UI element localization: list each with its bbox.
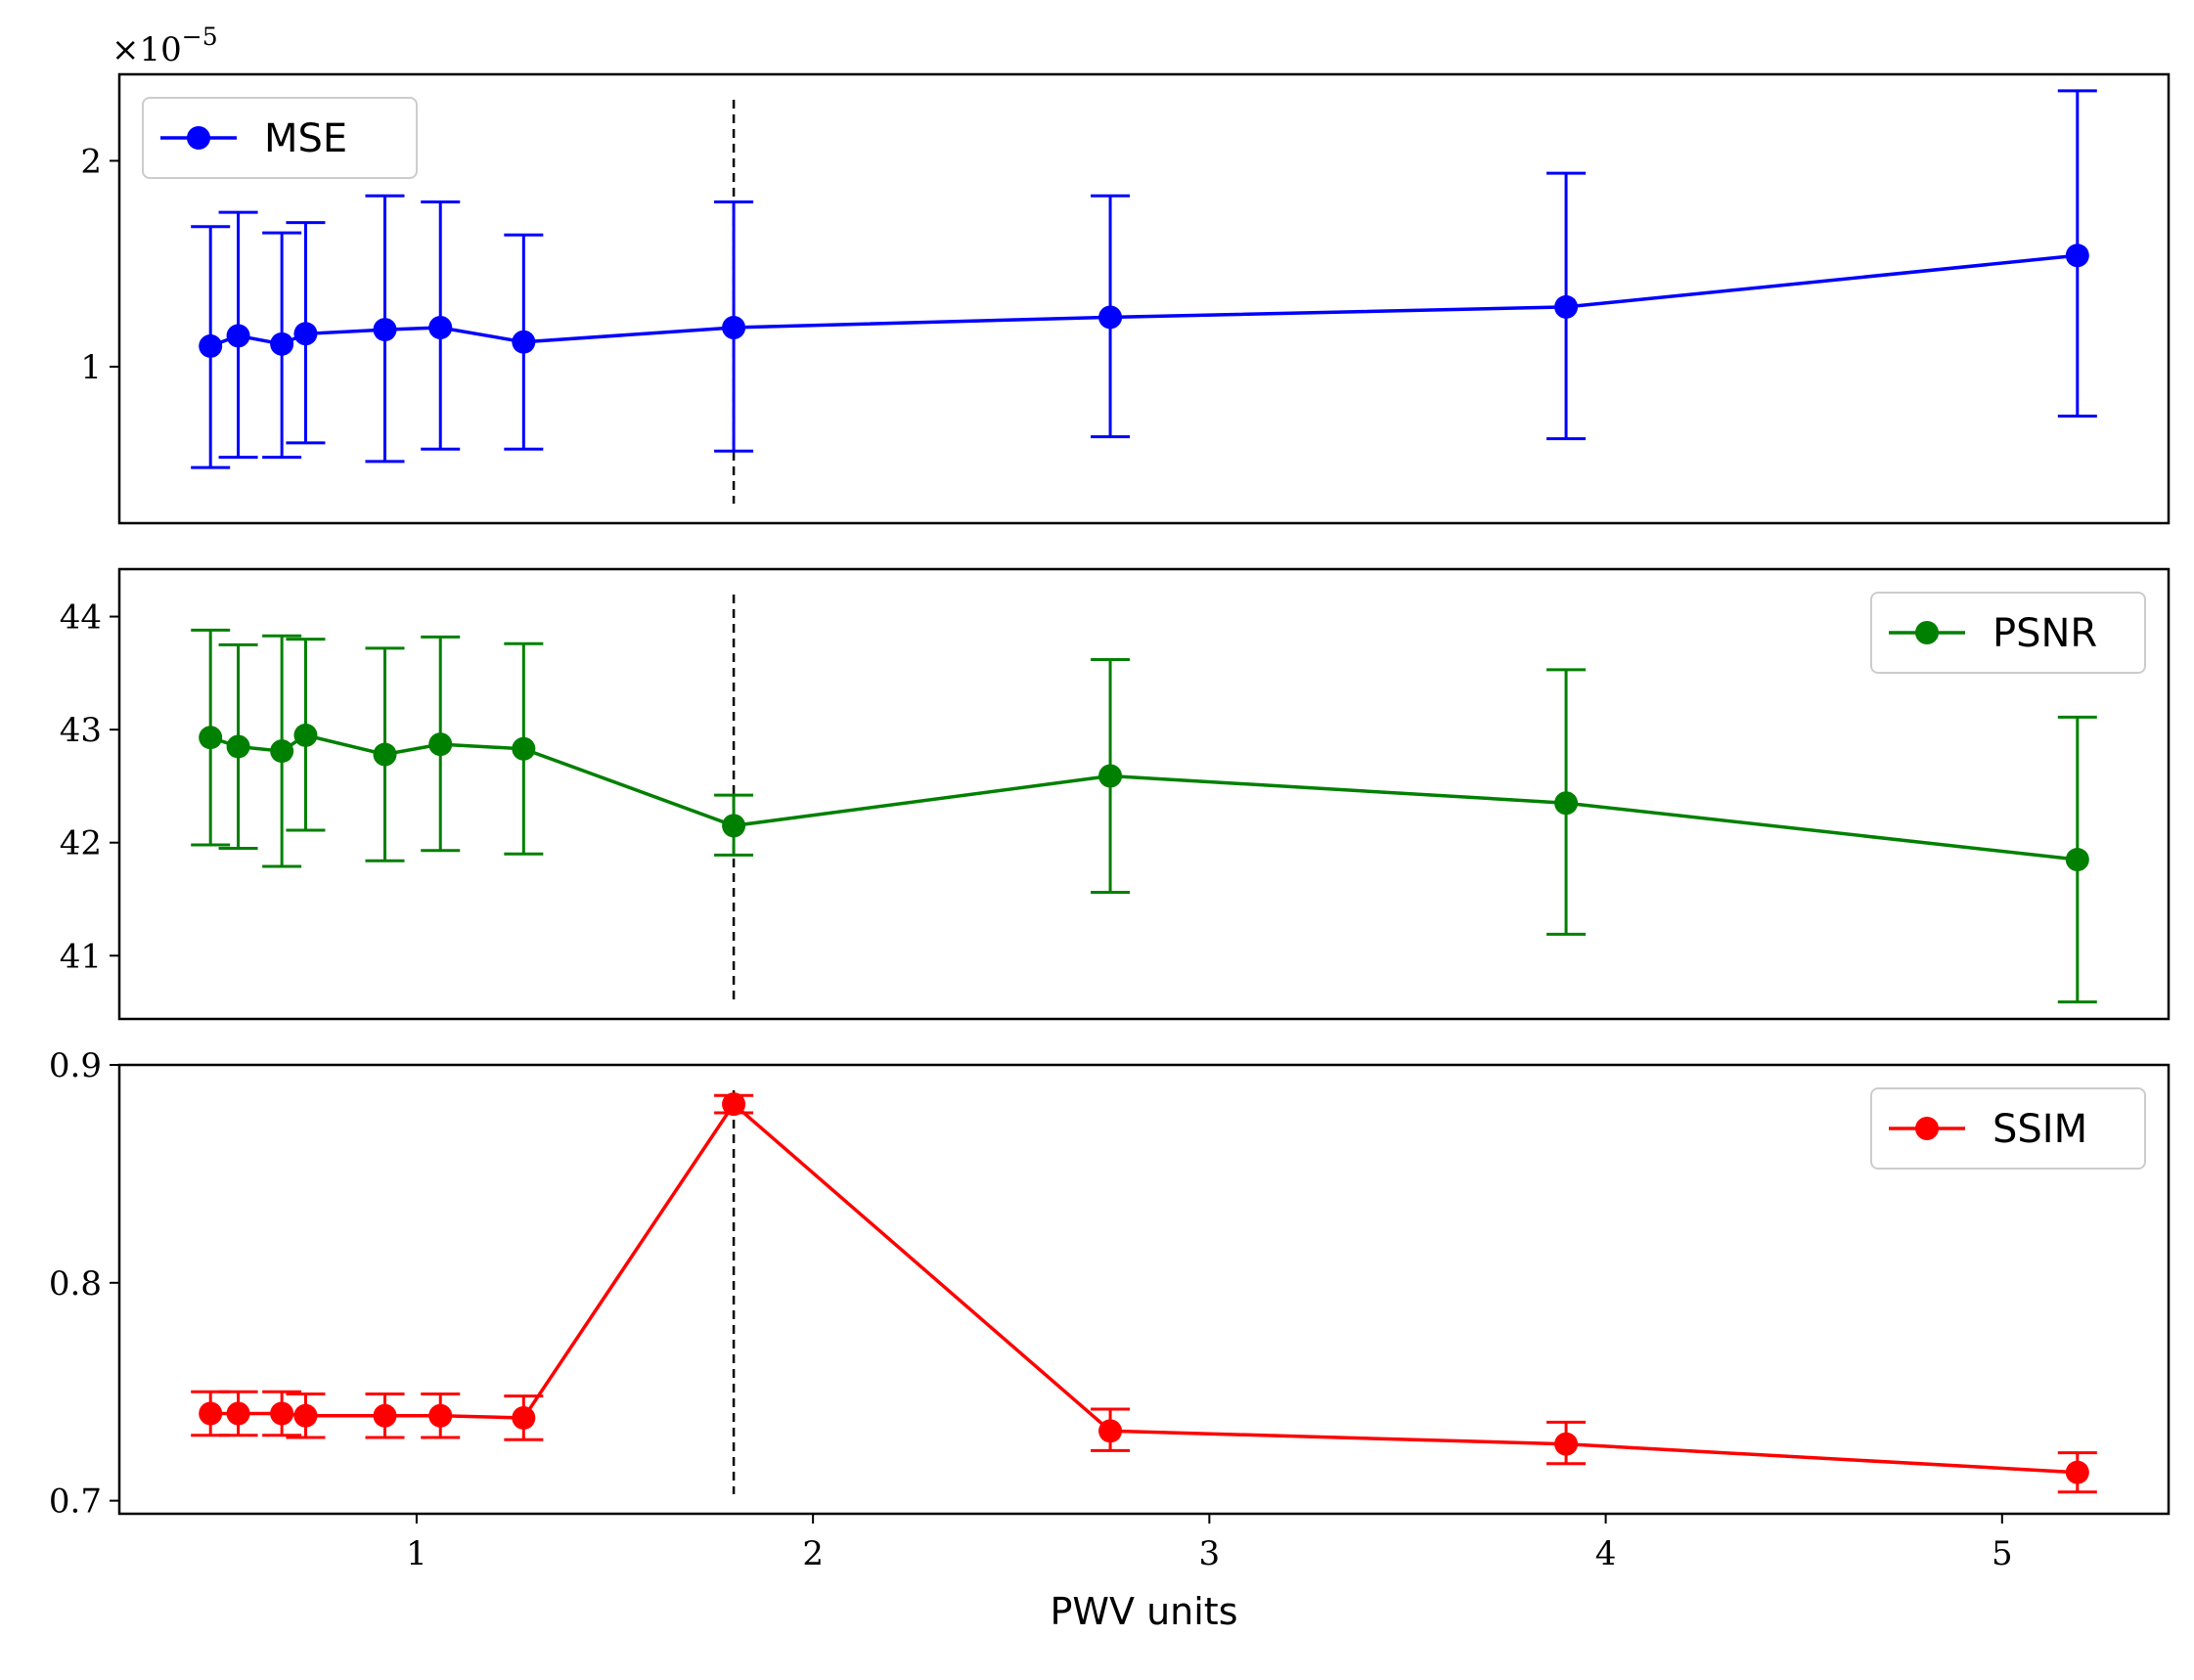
y-tick-label: 42	[60, 824, 102, 863]
data-point	[270, 332, 294, 356]
data-point	[199, 333, 223, 358]
data-point	[199, 726, 223, 750]
data-point	[226, 734, 250, 759]
x-tick-label: 1	[406, 1534, 427, 1573]
data-point	[373, 1403, 397, 1428]
data-point	[428, 315, 453, 339]
data-point	[1554, 791, 1579, 816]
y-tick-label: 44	[60, 598, 102, 638]
data-point	[373, 742, 397, 767]
offset-text: ×10−5	[112, 22, 218, 69]
data-point	[293, 723, 318, 747]
y-tick-label: 41	[60, 937, 102, 976]
y-tick-label: 0.8	[49, 1264, 102, 1304]
axes-frame	[117, 72, 2171, 525]
panel-middle: 41 42 43 44 PSNR	[60, 567, 2171, 1021]
legend-box	[1870, 592, 2146, 674]
data-point	[1098, 1419, 1123, 1443]
data-point	[293, 1403, 318, 1428]
data-point	[1554, 294, 1579, 319]
x-tick-label: 3	[1199, 1534, 1221, 1573]
data-point	[1098, 305, 1123, 330]
data-point	[1554, 1432, 1579, 1456]
legend-label: MSE	[264, 116, 347, 161]
x-tick-label: 2	[802, 1534, 824, 1573]
x-tick-label: 4	[1595, 1534, 1617, 1573]
y-tick-label: 43	[60, 711, 102, 750]
data-point	[1098, 764, 1123, 788]
legend: SSIM	[1870, 1087, 2146, 1170]
offset-exponent: −5	[182, 22, 218, 51]
legend-marker	[1915, 1117, 1939, 1140]
data-point	[226, 1401, 250, 1426]
legend-marker	[187, 126, 210, 150]
legend-box	[142, 97, 418, 179]
legend-label: PSNR	[1993, 611, 2097, 656]
panel-top: 1 2 ×10−5 MSE	[80, 22, 2171, 525]
y-tick-label: 1	[80, 348, 102, 387]
data-point	[270, 1401, 294, 1426]
axes-frame	[117, 1063, 2171, 1516]
x-axis-label: PWV units	[1051, 1590, 1238, 1633]
data-point	[226, 324, 250, 348]
y-tick-label: 2	[80, 142, 102, 181]
data-point	[428, 732, 453, 757]
legend: PSNR	[1870, 592, 2146, 674]
data-point	[373, 318, 397, 342]
legend-box	[1870, 1087, 2146, 1170]
data-point	[512, 330, 536, 354]
data-point	[722, 315, 746, 339]
axes-frame	[117, 567, 2171, 1021]
panel-bottom: 0.7 0.8 0.9 1 2 3 4 5 PWV units SSIM	[49, 1046, 2171, 1633]
data-point	[199, 1401, 223, 1426]
data-point	[2065, 243, 2089, 268]
legend: MSE	[142, 97, 418, 179]
data-point	[2065, 848, 2089, 872]
data-point	[270, 739, 294, 764]
legend-label: SSIM	[1993, 1107, 2087, 1152]
data-point	[512, 1405, 536, 1430]
x-tick-label: 5	[1992, 1534, 2013, 1573]
legend-marker	[1915, 621, 1939, 644]
y-tick-label: 0.9	[49, 1046, 102, 1085]
data-point	[512, 736, 536, 761]
offset-base: ×10	[112, 30, 182, 69]
data-point	[293, 322, 318, 346]
data-point	[722, 1092, 746, 1117]
y-tick-label: 0.7	[49, 1482, 102, 1522]
data-point	[2065, 1460, 2089, 1484]
data-point	[428, 1403, 453, 1428]
data-point	[722, 814, 746, 838]
